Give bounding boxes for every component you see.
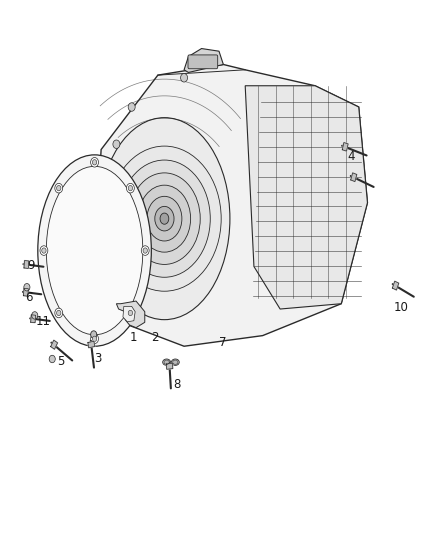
Polygon shape xyxy=(392,281,399,290)
Polygon shape xyxy=(245,86,367,309)
Text: 5: 5 xyxy=(57,354,65,368)
Circle shape xyxy=(57,310,61,316)
Circle shape xyxy=(128,262,135,271)
Ellipse shape xyxy=(129,173,200,264)
Circle shape xyxy=(92,160,97,165)
Polygon shape xyxy=(24,261,29,269)
Text: 7: 7 xyxy=(219,336,226,349)
Polygon shape xyxy=(24,288,28,296)
Polygon shape xyxy=(31,315,35,322)
Circle shape xyxy=(55,308,63,318)
Circle shape xyxy=(32,312,38,319)
Polygon shape xyxy=(184,49,223,72)
Text: 11: 11 xyxy=(35,314,51,328)
Text: 9: 9 xyxy=(27,259,35,272)
Circle shape xyxy=(127,308,134,318)
Circle shape xyxy=(128,185,133,191)
Ellipse shape xyxy=(38,155,151,346)
Ellipse shape xyxy=(162,359,170,366)
Ellipse shape xyxy=(164,360,169,365)
Polygon shape xyxy=(123,306,135,322)
Ellipse shape xyxy=(99,118,230,320)
Circle shape xyxy=(180,74,187,82)
Circle shape xyxy=(91,334,99,344)
Ellipse shape xyxy=(173,360,178,365)
Circle shape xyxy=(115,193,122,201)
Polygon shape xyxy=(51,340,57,349)
Ellipse shape xyxy=(160,213,169,224)
Circle shape xyxy=(40,246,48,255)
Polygon shape xyxy=(88,341,95,348)
Circle shape xyxy=(42,248,46,253)
Circle shape xyxy=(127,183,134,193)
Circle shape xyxy=(57,185,61,191)
Circle shape xyxy=(55,183,63,193)
Text: 10: 10 xyxy=(394,301,409,314)
Circle shape xyxy=(141,246,149,255)
Polygon shape xyxy=(351,173,357,182)
Circle shape xyxy=(24,284,30,291)
Text: 4: 4 xyxy=(348,150,355,163)
FancyBboxPatch shape xyxy=(188,55,218,69)
Circle shape xyxy=(91,158,99,167)
Circle shape xyxy=(92,336,97,342)
Circle shape xyxy=(113,140,120,149)
Ellipse shape xyxy=(138,185,191,252)
Text: 3: 3 xyxy=(95,352,102,365)
Polygon shape xyxy=(92,64,367,346)
Ellipse shape xyxy=(119,160,210,277)
Circle shape xyxy=(128,310,133,316)
Circle shape xyxy=(49,356,55,363)
Text: 6: 6 xyxy=(25,290,32,304)
Circle shape xyxy=(143,248,148,253)
Ellipse shape xyxy=(171,359,179,366)
Text: 1: 1 xyxy=(130,330,137,344)
Circle shape xyxy=(128,103,135,111)
Ellipse shape xyxy=(147,196,182,241)
Ellipse shape xyxy=(108,146,221,291)
Text: 2: 2 xyxy=(151,330,159,344)
Polygon shape xyxy=(117,301,145,328)
Ellipse shape xyxy=(46,166,143,335)
Ellipse shape xyxy=(155,206,174,231)
Polygon shape xyxy=(343,142,348,151)
Polygon shape xyxy=(166,364,173,369)
Circle shape xyxy=(91,331,97,338)
Text: 8: 8 xyxy=(173,378,180,391)
